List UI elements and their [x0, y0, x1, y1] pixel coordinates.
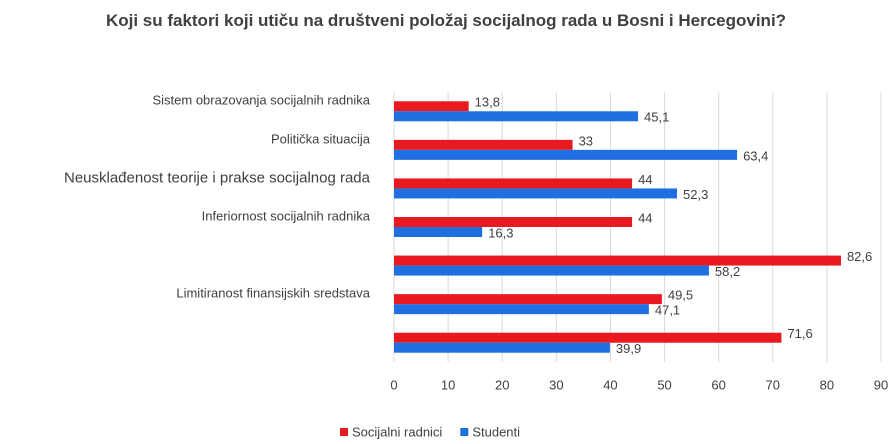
x-tick-label: 70 [766, 377, 780, 392]
bar [394, 227, 483, 237]
bar [394, 255, 841, 266]
value-label: 33 [579, 133, 593, 148]
value-label: 44 [638, 172, 652, 187]
x-tick-label: 20 [495, 377, 509, 392]
value-label: 39,9 [616, 341, 641, 356]
bar [394, 149, 738, 160]
value-label: 82,6 [847, 249, 872, 264]
x-tick-label: 90 [874, 377, 888, 392]
bar [394, 178, 633, 189]
category-label: Inferiornost socijalnih radnika [202, 208, 371, 223]
legend-label: Socijalni radnici [352, 424, 442, 439]
value-label: 44 [638, 210, 652, 225]
bar [394, 342, 610, 353]
legend-swatch [460, 428, 469, 436]
value-label: 58,2 [715, 264, 740, 279]
bar [394, 101, 469, 112]
category-label: Sistem obrazovanja socijalnih radnika [152, 93, 370, 108]
x-tick-label: 10 [441, 377, 455, 392]
bar [394, 332, 782, 343]
legend-swatch [340, 428, 348, 436]
x-tick-label: 60 [711, 377, 725, 392]
x-tick-label: 50 [657, 377, 671, 392]
chart-title: Koji su faktori koji utiču na društveni … [105, 11, 787, 30]
x-tick-label: 80 [820, 377, 834, 392]
value-label: 47,1 [655, 303, 680, 318]
value-label: 45,1 [644, 110, 669, 125]
x-tick-label: 0 [390, 377, 397, 392]
category-label: Politička situacija [271, 131, 371, 146]
value-label: 63,4 [743, 148, 768, 163]
bar [394, 111, 639, 122]
category-label: Limitiranost finansijskih sredstava [176, 286, 370, 301]
value-label: 13,8 [475, 95, 500, 110]
value-label: 49,5 [668, 288, 693, 303]
value-label: 52,3 [683, 187, 708, 202]
value-label: 16,3 [488, 225, 513, 240]
bar [394, 304, 649, 315]
bar [394, 294, 662, 305]
bar [394, 188, 678, 199]
legend-label: Studenti [472, 424, 520, 439]
x-tick-label: 30 [549, 377, 563, 392]
category-label: Neusklađenost teorije i prakse socijalno… [64, 169, 371, 186]
bar [394, 217, 633, 227]
bar [394, 265, 709, 276]
x-tick-label: 40 [603, 377, 617, 392]
value-label: 71,6 [787, 326, 812, 341]
bar [394, 139, 573, 150]
